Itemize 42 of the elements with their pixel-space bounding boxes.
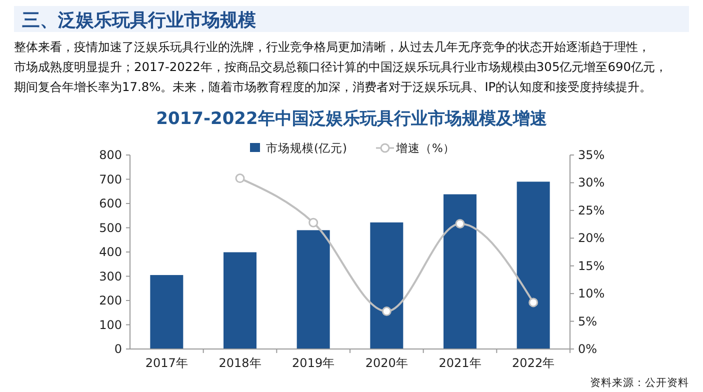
y-tick-label: 200	[99, 294, 122, 308]
bar	[370, 222, 404, 349]
bar	[296, 230, 330, 349]
text: 期间复合年增长率为17.8%。未来，随着市场教育程度的加深，消费者对于泛娱乐玩具、IP的认知度和接受度持续提升。	[14, 80, 652, 94]
y2-tick-label: 25%	[578, 203, 605, 218]
bar	[224, 252, 256, 349]
x-tick-label: 2020年	[365, 356, 408, 370]
x-tick-label: 2021年	[438, 356, 482, 370]
x-tick-label: 2019年	[292, 356, 335, 370]
y-tick-label: 800	[99, 148, 122, 162]
y-tick-label: 400	[99, 245, 122, 259]
point	[382, 306, 392, 316]
chart-subtitle: 2017-2022年中国泛娱乐玩具行业市场规模及增速	[156, 109, 547, 129]
y2-tick-label: 5%	[578, 314, 598, 328]
y-tick-label: 700	[99, 172, 122, 186]
y-tick-label: 500	[99, 220, 122, 235]
x-tick-label: 2017年	[145, 356, 188, 370]
y2-tick-label: 30%	[578, 176, 605, 190]
y-tick-label: 600	[99, 196, 122, 210]
y2-tick-label: 20%	[578, 231, 605, 246]
point	[528, 298, 538, 308]
y2-tick-label: 35%	[578, 148, 605, 162]
point	[235, 174, 245, 184]
bar	[444, 194, 476, 349]
y-tick-label: 0	[114, 342, 122, 356]
text: 市场成熟度明显提升；2017-2022年，按商品交易总额口径计算的中国泛娱乐玩具行业市场规模由305亿元增至690亿元，	[14, 60, 667, 74]
point	[308, 218, 318, 228]
bar	[516, 182, 550, 349]
y2-tick-label: 15%	[578, 258, 605, 273]
text: 资料来源：公开资料	[590, 376, 689, 389]
y-tick-label: 100	[99, 318, 122, 332]
legend-label: 增速（%）	[395, 141, 455, 155]
bar	[150, 275, 184, 349]
chart-title: 三、泛娱乐玩具行业市场规模	[22, 10, 256, 31]
x-tick-label: 2022年	[512, 356, 555, 370]
text: 整体来看，疫情加速了泛娱乐玩具行业的洗牌，行业竞争格局更加清晰，从过去几年无序竞争的状态开始逐渐趋于理性，	[14, 40, 650, 54]
legend-label: 市场规模(亿元)	[266, 141, 347, 155]
point	[455, 218, 465, 228]
y2-tick-label: 0%	[578, 342, 598, 356]
y-tick-label: 300	[99, 269, 122, 284]
x-tick-label: 2018年	[218, 356, 262, 370]
y2-tick-label: 10%	[578, 286, 605, 301]
